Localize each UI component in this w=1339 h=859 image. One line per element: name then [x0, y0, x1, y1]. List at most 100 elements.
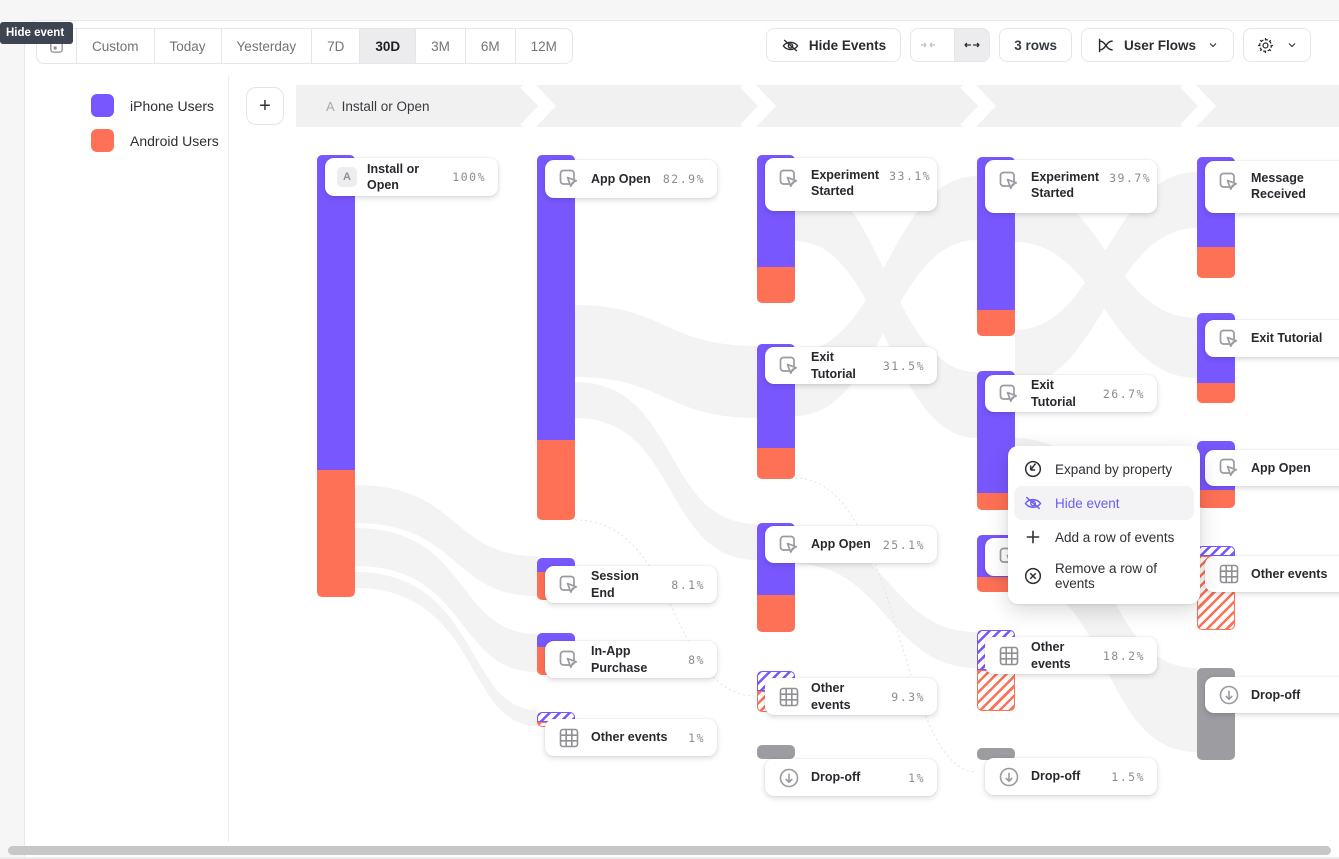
flow-bar-drop-off[interactable]: [757, 745, 795, 759]
node-label: Experiment Started: [811, 168, 880, 199]
add-step-button[interactable]: +: [246, 87, 284, 125]
flow-bar-experiment-started[interactable]: [757, 267, 795, 303]
horizontal-scrollbar[interactable]: [8, 846, 1331, 855]
date-range-yesterday[interactable]: Yesterday: [220, 29, 312, 63]
node-percentage: 8.1%: [671, 577, 705, 592]
node-card-app-open[interactable]: App Open 25.1%: [765, 526, 937, 563]
bottom-edge: [0, 857, 1339, 859]
chart-type-dropdown[interactable]: User Flows: [1080, 28, 1234, 62]
remove-row-icon: [1024, 567, 1042, 585]
node-card-exit-tutorial[interactable]: Exit Tutorial: [1205, 320, 1339, 357]
menu-item-hide-event[interactable]: Hide event: [1014, 486, 1194, 520]
legend-item-iphone[interactable]: iPhone Users: [91, 94, 219, 117]
node-card-app-open[interactable]: App Open 82.9%: [545, 160, 717, 198]
step-label[interactable]: A Install or Open: [326, 98, 430, 114]
drop-off-icon: [1219, 685, 1239, 705]
event-icon: [779, 356, 798, 374]
flow-bar-message-received[interactable]: [1197, 247, 1235, 278]
settings-dropdown[interactable]: [1243, 28, 1311, 62]
menu-item-add-row-of-events[interactable]: Add a row of events: [1014, 520, 1194, 554]
node-card-other-events[interactable]: Other events 9.3%: [765, 678, 937, 715]
node-label: Experiment Started: [1031, 170, 1100, 201]
node-label: Install or Open: [367, 161, 420, 192]
node-percentage: 39.7%: [1109, 171, 1152, 185]
menu-item-expand-by-property[interactable]: Expand by property: [1014, 452, 1194, 486]
node-percentage: 1%: [688, 730, 705, 745]
node-percentage: 31.5%: [882, 358, 925, 373]
node-card-in-app-purchase[interactable]: In-App Purchase 8%: [545, 641, 717, 678]
rows-count-button[interactable]: 3 rows: [999, 28, 1072, 62]
flow-bar-exit-tutorial[interactable]: [1197, 383, 1235, 403]
date-range-custom[interactable]: Custom: [76, 29, 154, 63]
node-percentage: 26.7%: [1102, 386, 1145, 401]
date-range-6m[interactable]: 6M: [464, 29, 515, 63]
event-context-menu: Expand by property Hide event Add a row …: [1008, 446, 1200, 604]
date-range-12m[interactable]: 12M: [514, 29, 572, 63]
node-card-experiment-started[interactable]: Experiment Started 39.7%: [985, 160, 1157, 213]
node-label: Drop-off: [1251, 687, 1301, 702]
node-label: Other events: [811, 681, 851, 712]
node-card-session-end[interactable]: Session End 8.1%: [545, 566, 717, 603]
node-card-experiment-started[interactable]: Experiment Started 33.1%: [765, 158, 937, 211]
flow-bar-experiment-started[interactable]: [977, 310, 1015, 336]
node-card-other-events[interactable]: Other events 18.2%: [985, 637, 1157, 674]
event-icon: [779, 169, 798, 188]
flow-bar-drop-off[interactable]: [977, 748, 1015, 760]
segment-legend: iPhone Users Android Users: [91, 94, 219, 164]
event-icon: [559, 169, 578, 188]
flow-bar-other-events[interactable]: [977, 670, 1015, 711]
plus-icon: [1026, 530, 1040, 544]
node-card-exit-tutorial[interactable]: Exit Tutorial 31.5%: [765, 347, 937, 384]
node-percentage: 33.1%: [889, 169, 932, 183]
flow-bar-exit-tutorial[interactable]: [977, 493, 1015, 510]
expand-arrows-icon: [964, 42, 980, 48]
date-range-control: Custom Today Yesterday 7D 30D 3M 6M 12M: [36, 28, 573, 64]
event-icon: [559, 650, 578, 668]
node-label: Other events: [1251, 566, 1328, 581]
gear-icon: [1258, 37, 1273, 53]
node-card-drop-off[interactable]: Drop-off: [1205, 677, 1339, 713]
flow-bar-install-or-open[interactable]: [317, 155, 355, 470]
collapse-expand-toggle: [910, 28, 991, 62]
node-card-drop-off[interactable]: Drop-off 1.5%: [985, 758, 1157, 795]
flow-bar-install-or-open[interactable]: [317, 470, 355, 597]
flow-bar-app-open[interactable]: [537, 155, 575, 440]
node-card-drop-off[interactable]: Drop-off 1%: [765, 759, 937, 796]
node-card-install-or-open[interactable]: A Install or Open 100%: [325, 158, 498, 196]
chevron-down-icon: [1209, 43, 1217, 48]
flow-bar-app-open[interactable]: [537, 440, 575, 520]
node-label: Exit Tutorial: [811, 350, 856, 381]
event-icon: [1219, 458, 1238, 477]
date-range-3m[interactable]: 3M: [415, 29, 465, 63]
node-card-exit-tutorial[interactable]: Exit Tutorial 26.7%: [985, 375, 1157, 412]
collapse-columns-button[interactable]: [911, 29, 945, 61]
node-card-other-events[interactable]: Other events: [1205, 556, 1339, 592]
date-range-30d[interactable]: 30D: [359, 29, 416, 63]
event-icon: [559, 575, 578, 593]
hide-events-button[interactable]: Hide Events: [765, 28, 902, 62]
event-icon: [999, 384, 1018, 402]
date-range-today[interactable]: Today: [153, 29, 221, 63]
legend-item-android[interactable]: Android Users: [91, 129, 219, 152]
user-flows-icon: [1098, 38, 1113, 52]
menu-item-remove-row-of-events[interactable]: Remove a row of events: [1014, 554, 1194, 598]
flow-bar-app-open[interactable]: [1197, 490, 1235, 508]
flow-bar-other-events[interactable]: [1197, 546, 1235, 556]
step-letter: A: [326, 98, 335, 114]
flow-bar-hidden[interactable]: [977, 577, 1015, 592]
node-percentage: 8%: [688, 652, 705, 667]
flow-bar-exit-tutorial[interactable]: [757, 448, 795, 479]
expand-columns-button[interactable]: [954, 29, 990, 61]
node-percentage: 1%: [908, 770, 925, 785]
date-range-7d[interactable]: 7D: [311, 29, 359, 63]
flow-bar-app-open[interactable]: [757, 595, 795, 632]
toolbar-right: Hide Events 3 rows: [765, 28, 1311, 62]
node-label: Message Received: [1251, 171, 1306, 202]
node-card-message-received[interactable]: Message Received: [1205, 161, 1339, 213]
node-card-other-events[interactable]: Other events 1%: [545, 719, 717, 756]
other-events-grid-icon: [559, 728, 579, 747]
node-label: Drop-off: [811, 770, 861, 785]
node-card-app-open[interactable]: App Open: [1205, 450, 1339, 486]
